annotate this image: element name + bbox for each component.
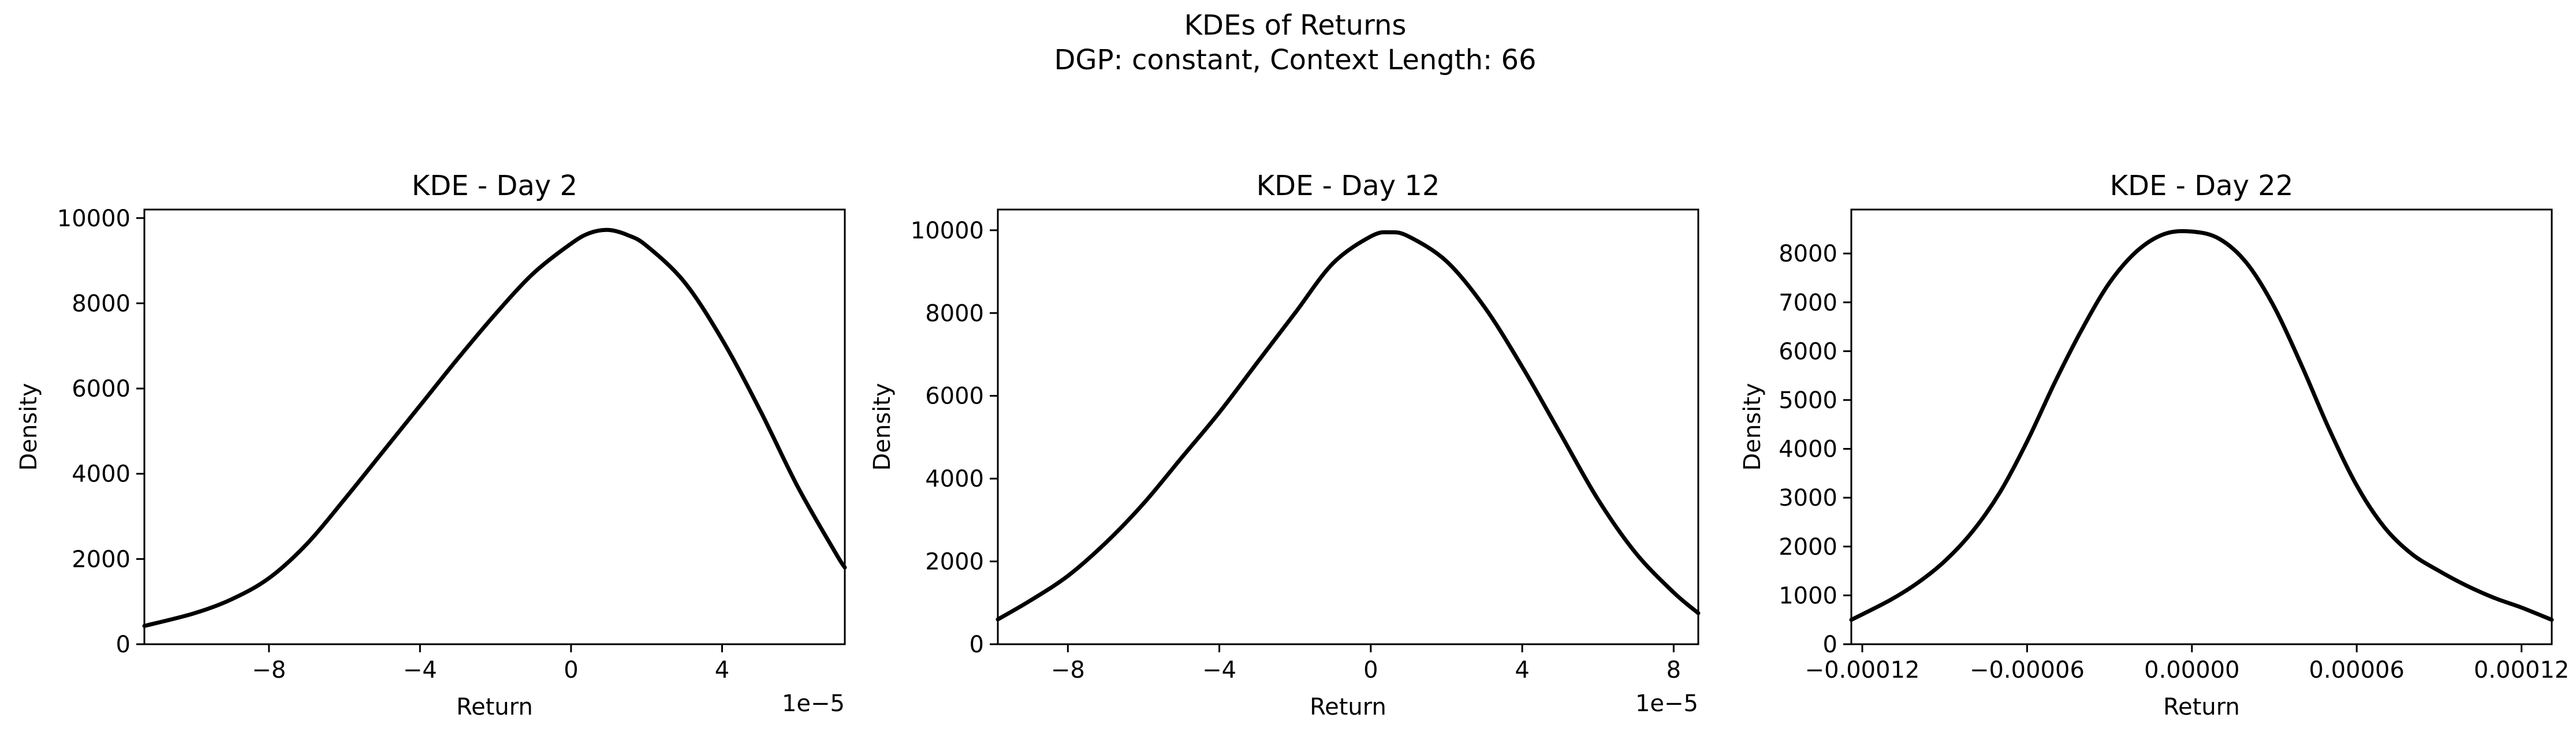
- y-tick-label: 1000: [1779, 582, 1837, 609]
- y-tick-label: 8000: [925, 300, 984, 327]
- y-tick-label: 0: [116, 632, 131, 658]
- x-tick-label: 8: [1667, 657, 1681, 683]
- y-tick-label: 3000: [1779, 485, 1837, 511]
- kde-line: [142, 227, 847, 628]
- x-tick-label: 0: [1363, 657, 1378, 683]
- y-tick-label: 2000: [1779, 534, 1837, 561]
- x-tick-label: −8: [1051, 657, 1085, 683]
- figure-title-line2: DGP: constant, Context Length: 66: [1054, 44, 1536, 76]
- y-tick-label: 6000: [1779, 338, 1837, 365]
- panel-title: KDE - Day 22: [2110, 170, 2294, 202]
- x-tick-label: 0.00000: [2144, 657, 2239, 683]
- x-tick-label: −4: [403, 657, 437, 683]
- panel-title: KDE - Day 12: [1257, 170, 1440, 202]
- axes-frame: [143, 208, 846, 645]
- axes-frame: [1850, 208, 2553, 645]
- x-tick-label: −0.00012: [1805, 657, 1920, 683]
- y-tick-label: 2000: [72, 546, 131, 573]
- x-axis-label: Return: [2163, 694, 2240, 720]
- y-tick-label: 6000: [925, 383, 984, 410]
- x-offset-text: 1e−5: [782, 690, 845, 717]
- y-tick-label: 8000: [1779, 241, 1837, 267]
- x-axis-label: Return: [1310, 694, 1386, 720]
- x-axis-label: Return: [456, 694, 533, 720]
- figure-title-line1: KDEs of Returns: [1184, 9, 1407, 42]
- x-tick-label: 4: [1515, 657, 1529, 683]
- y-tick-label: 0: [1823, 632, 1837, 658]
- x-tick-label: −4: [1202, 657, 1236, 683]
- chart-panel-day-2: KDE - Day 2 Return Density 1e−5 −8 −4 0 4 0 2…: [16, 170, 847, 720]
- chart-panel-day-22: KDE - Day 22 Return Density −0.00012 −0.0…: [1739, 170, 2569, 720]
- x-tick-label: −0.00006: [1970, 657, 2085, 683]
- tick-group: −8 −4 0 4 0 2000 4000 6000 8000 10000: [57, 206, 729, 683]
- tick-group: −0.00012 −0.00006 0.00000 0.00006 0.00012 0 10…: [1779, 241, 2569, 683]
- y-tick-label: 8000: [72, 290, 131, 317]
- kde-line: [1849, 229, 2554, 622]
- x-tick-label: 0: [564, 657, 578, 683]
- y-tick-label: 4000: [925, 466, 984, 492]
- chart-panel-day-12: KDE - Day 12 Return Density 1e−5 −8 −4 0 4 8…: [869, 170, 1701, 720]
- panel-title: KDE - Day 2: [412, 170, 577, 202]
- y-tick-label: 4000: [72, 461, 131, 488]
- x-offset-text: 1e−5: [1635, 690, 1698, 717]
- y-tick-label: 5000: [1779, 387, 1837, 414]
- y-tick-label: 4000: [1779, 436, 1837, 463]
- y-tick-label: 2000: [925, 549, 984, 576]
- y-tick-label: 7000: [1779, 290, 1837, 316]
- tick-group: −8 −4 0 4 8 0 2000 4000 6000 8000 10000: [911, 218, 1681, 683]
- y-tick-label: 10000: [911, 218, 984, 244]
- kde-line: [996, 230, 1701, 622]
- y-axis-label: Density: [1739, 383, 1766, 470]
- axes-frame: [997, 208, 1699, 645]
- y-tick-label: 0: [970, 632, 984, 658]
- y-axis-label: Density: [16, 383, 42, 470]
- x-tick-label: 4: [715, 657, 729, 683]
- y-tick-label: 6000: [72, 376, 131, 402]
- x-tick-label: 0.00012: [2474, 657, 2569, 683]
- x-tick-label: 0.00006: [2309, 657, 2404, 683]
- x-tick-label: −8: [252, 657, 286, 683]
- y-axis-label: Density: [869, 383, 896, 470]
- y-tick-label: 10000: [57, 206, 131, 232]
